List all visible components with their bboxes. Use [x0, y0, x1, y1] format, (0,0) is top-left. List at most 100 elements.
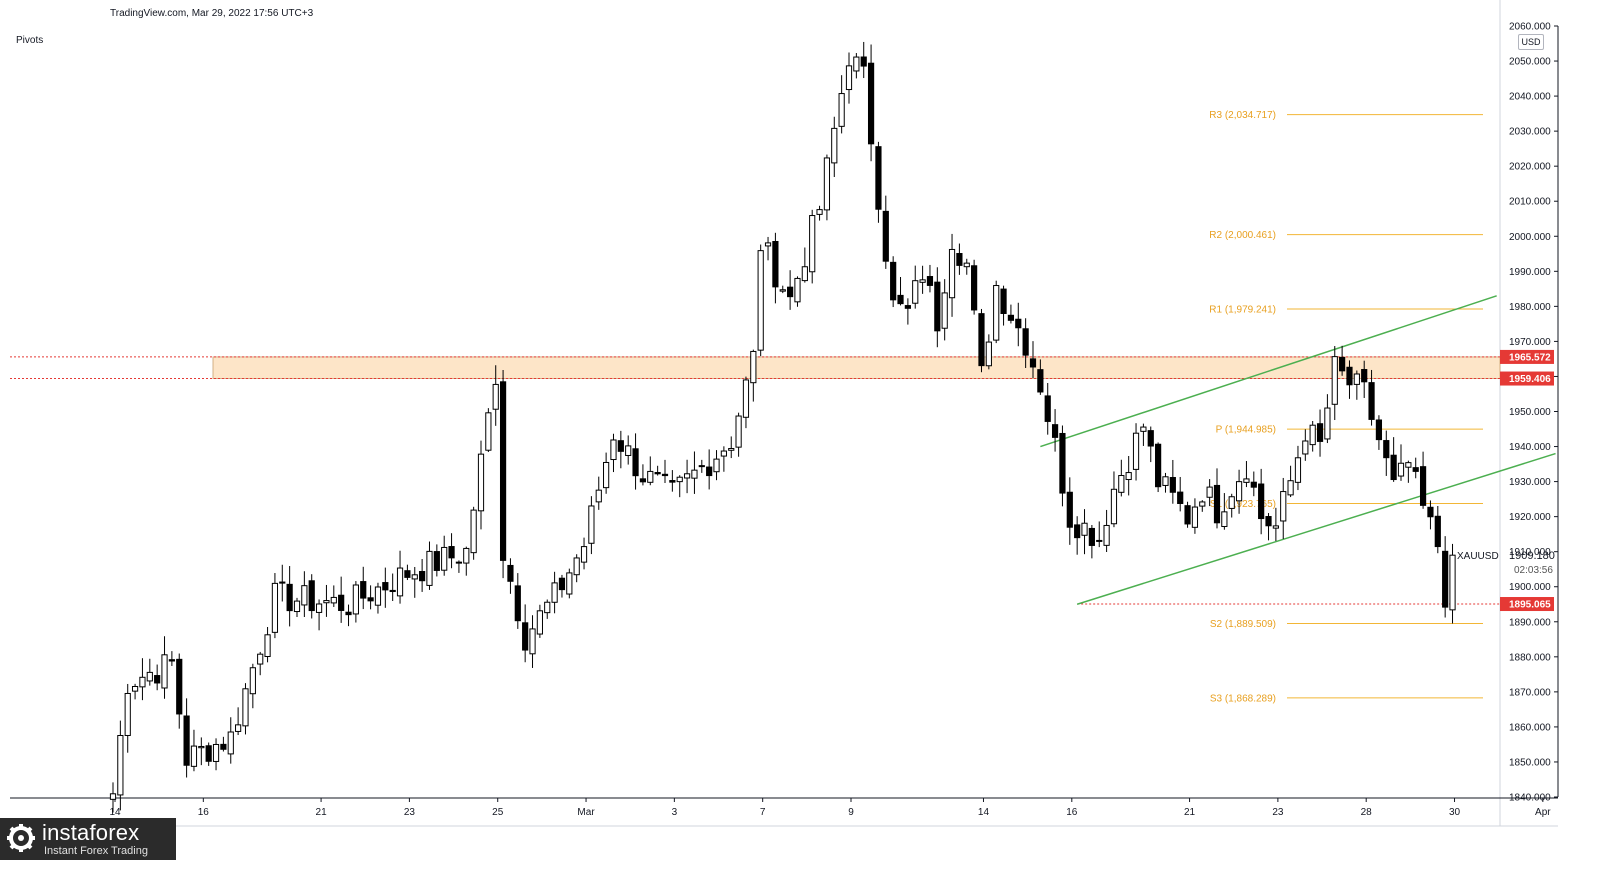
candle — [1096, 539, 1103, 542]
candle — [1140, 426, 1147, 432]
candle — [882, 210, 889, 262]
candle — [1405, 462, 1412, 468]
x-tick-label: 21 — [316, 807, 328, 818]
candle — [551, 582, 558, 603]
chart-source-label: TradingView.com, Mar 29, 2022 17:56 UTC+… — [110, 8, 314, 19]
candle — [691, 469, 698, 479]
candle — [948, 248, 956, 299]
candle — [220, 743, 227, 750]
candle — [1361, 369, 1368, 383]
x-tick-label: 3 — [672, 807, 678, 818]
candle — [382, 582, 389, 591]
trend-line[interactable] — [1076, 452, 1556, 605]
candle — [1228, 496, 1235, 509]
candle — [264, 634, 271, 658]
countdown-label: 02:03:56 — [1514, 565, 1553, 576]
candle — [904, 305, 911, 309]
candle — [1169, 477, 1176, 493]
candle — [610, 439, 617, 461]
candle — [396, 567, 404, 597]
y-tick-label: 1950.000 — [1509, 407, 1551, 418]
resistance-bottom-badge: 1959.406 — [1509, 374, 1551, 385]
y-tick-label: 1840.000 — [1509, 793, 1551, 804]
candle — [1088, 527, 1095, 546]
y-tick-label: 2030.000 — [1509, 127, 1551, 138]
candle — [249, 667, 256, 695]
x-tick-label: 28 — [1361, 807, 1373, 818]
candle — [1155, 443, 1162, 488]
candle — [109, 793, 117, 800]
candle — [176, 658, 183, 715]
pivot-label: R1 (1,979.241) — [1209, 305, 1276, 316]
trend-line[interactable] — [1040, 295, 1497, 448]
candle — [1125, 472, 1132, 481]
candle — [926, 276, 934, 286]
y-tick-label: 1870.000 — [1509, 687, 1551, 698]
candle — [853, 56, 860, 72]
candle — [441, 546, 448, 571]
candle — [161, 654, 168, 689]
candle — [1258, 483, 1265, 520]
candle — [632, 448, 639, 477]
candle — [985, 341, 992, 367]
candle — [374, 586, 382, 606]
candle — [558, 577, 566, 591]
candle — [801, 266, 808, 282]
candle — [823, 157, 831, 211]
candle — [1037, 369, 1044, 393]
logo-tagline: Instant Forex Trading — [44, 845, 148, 857]
currency-button[interactable]: USD — [1518, 34, 1544, 50]
candle — [1449, 554, 1456, 611]
candle — [912, 280, 919, 304]
candle — [647, 470, 654, 483]
candle — [1110, 488, 1118, 525]
candle — [190, 745, 198, 767]
candle — [654, 472, 661, 475]
candle — [1250, 481, 1257, 488]
resistance-top-badge-bg — [1500, 349, 1554, 364]
candle — [426, 550, 433, 586]
candle — [1280, 491, 1287, 522]
candle — [1074, 524, 1081, 539]
candle — [809, 215, 816, 273]
y-tick-label: 1900.000 — [1509, 582, 1551, 593]
candle — [728, 448, 735, 451]
candle — [1066, 491, 1073, 528]
x-tick-label: 21 — [1184, 807, 1196, 818]
candle — [669, 480, 676, 483]
candle — [1287, 480, 1294, 496]
candle — [875, 146, 882, 210]
indicator-label[interactable]: Pivots — [16, 35, 44, 46]
candle — [1397, 462, 1405, 477]
pivot-label: R3 (2,034.717) — [1209, 110, 1276, 121]
pivot-label: S2 (1,889.509) — [1210, 619, 1276, 630]
candle — [301, 585, 308, 606]
x-tick-label: Apr — [1535, 807, 1551, 818]
plot-area — [10, 0, 1500, 797]
x-tick-label: 23 — [1272, 807, 1284, 818]
candle — [360, 581, 367, 599]
candle — [1059, 432, 1066, 494]
candle — [1368, 382, 1375, 420]
candle — [963, 262, 970, 268]
resistance-zone[interactable] — [212, 356, 1501, 379]
pivot-label: R2 (2,000.461) — [1209, 230, 1276, 241]
candle — [455, 561, 463, 564]
y-tick-label: 1990.000 — [1509, 267, 1551, 278]
resistance-top-badge: 1965.572 — [1509, 352, 1551, 363]
x-tick-label: 7 — [760, 807, 766, 818]
candle — [212, 743, 220, 762]
candle — [411, 574, 418, 580]
candle — [683, 473, 691, 479]
gear-icon — [7, 824, 35, 852]
candle — [544, 601, 551, 614]
candle — [536, 610, 543, 635]
candle — [1324, 407, 1331, 440]
candle — [617, 440, 624, 452]
candle — [139, 676, 146, 688]
y-tick-label: 2000.000 — [1509, 232, 1551, 243]
x-tick-label: 16 — [198, 807, 210, 818]
candle — [1051, 424, 1059, 438]
y-tick-label: 2050.000 — [1509, 57, 1551, 68]
